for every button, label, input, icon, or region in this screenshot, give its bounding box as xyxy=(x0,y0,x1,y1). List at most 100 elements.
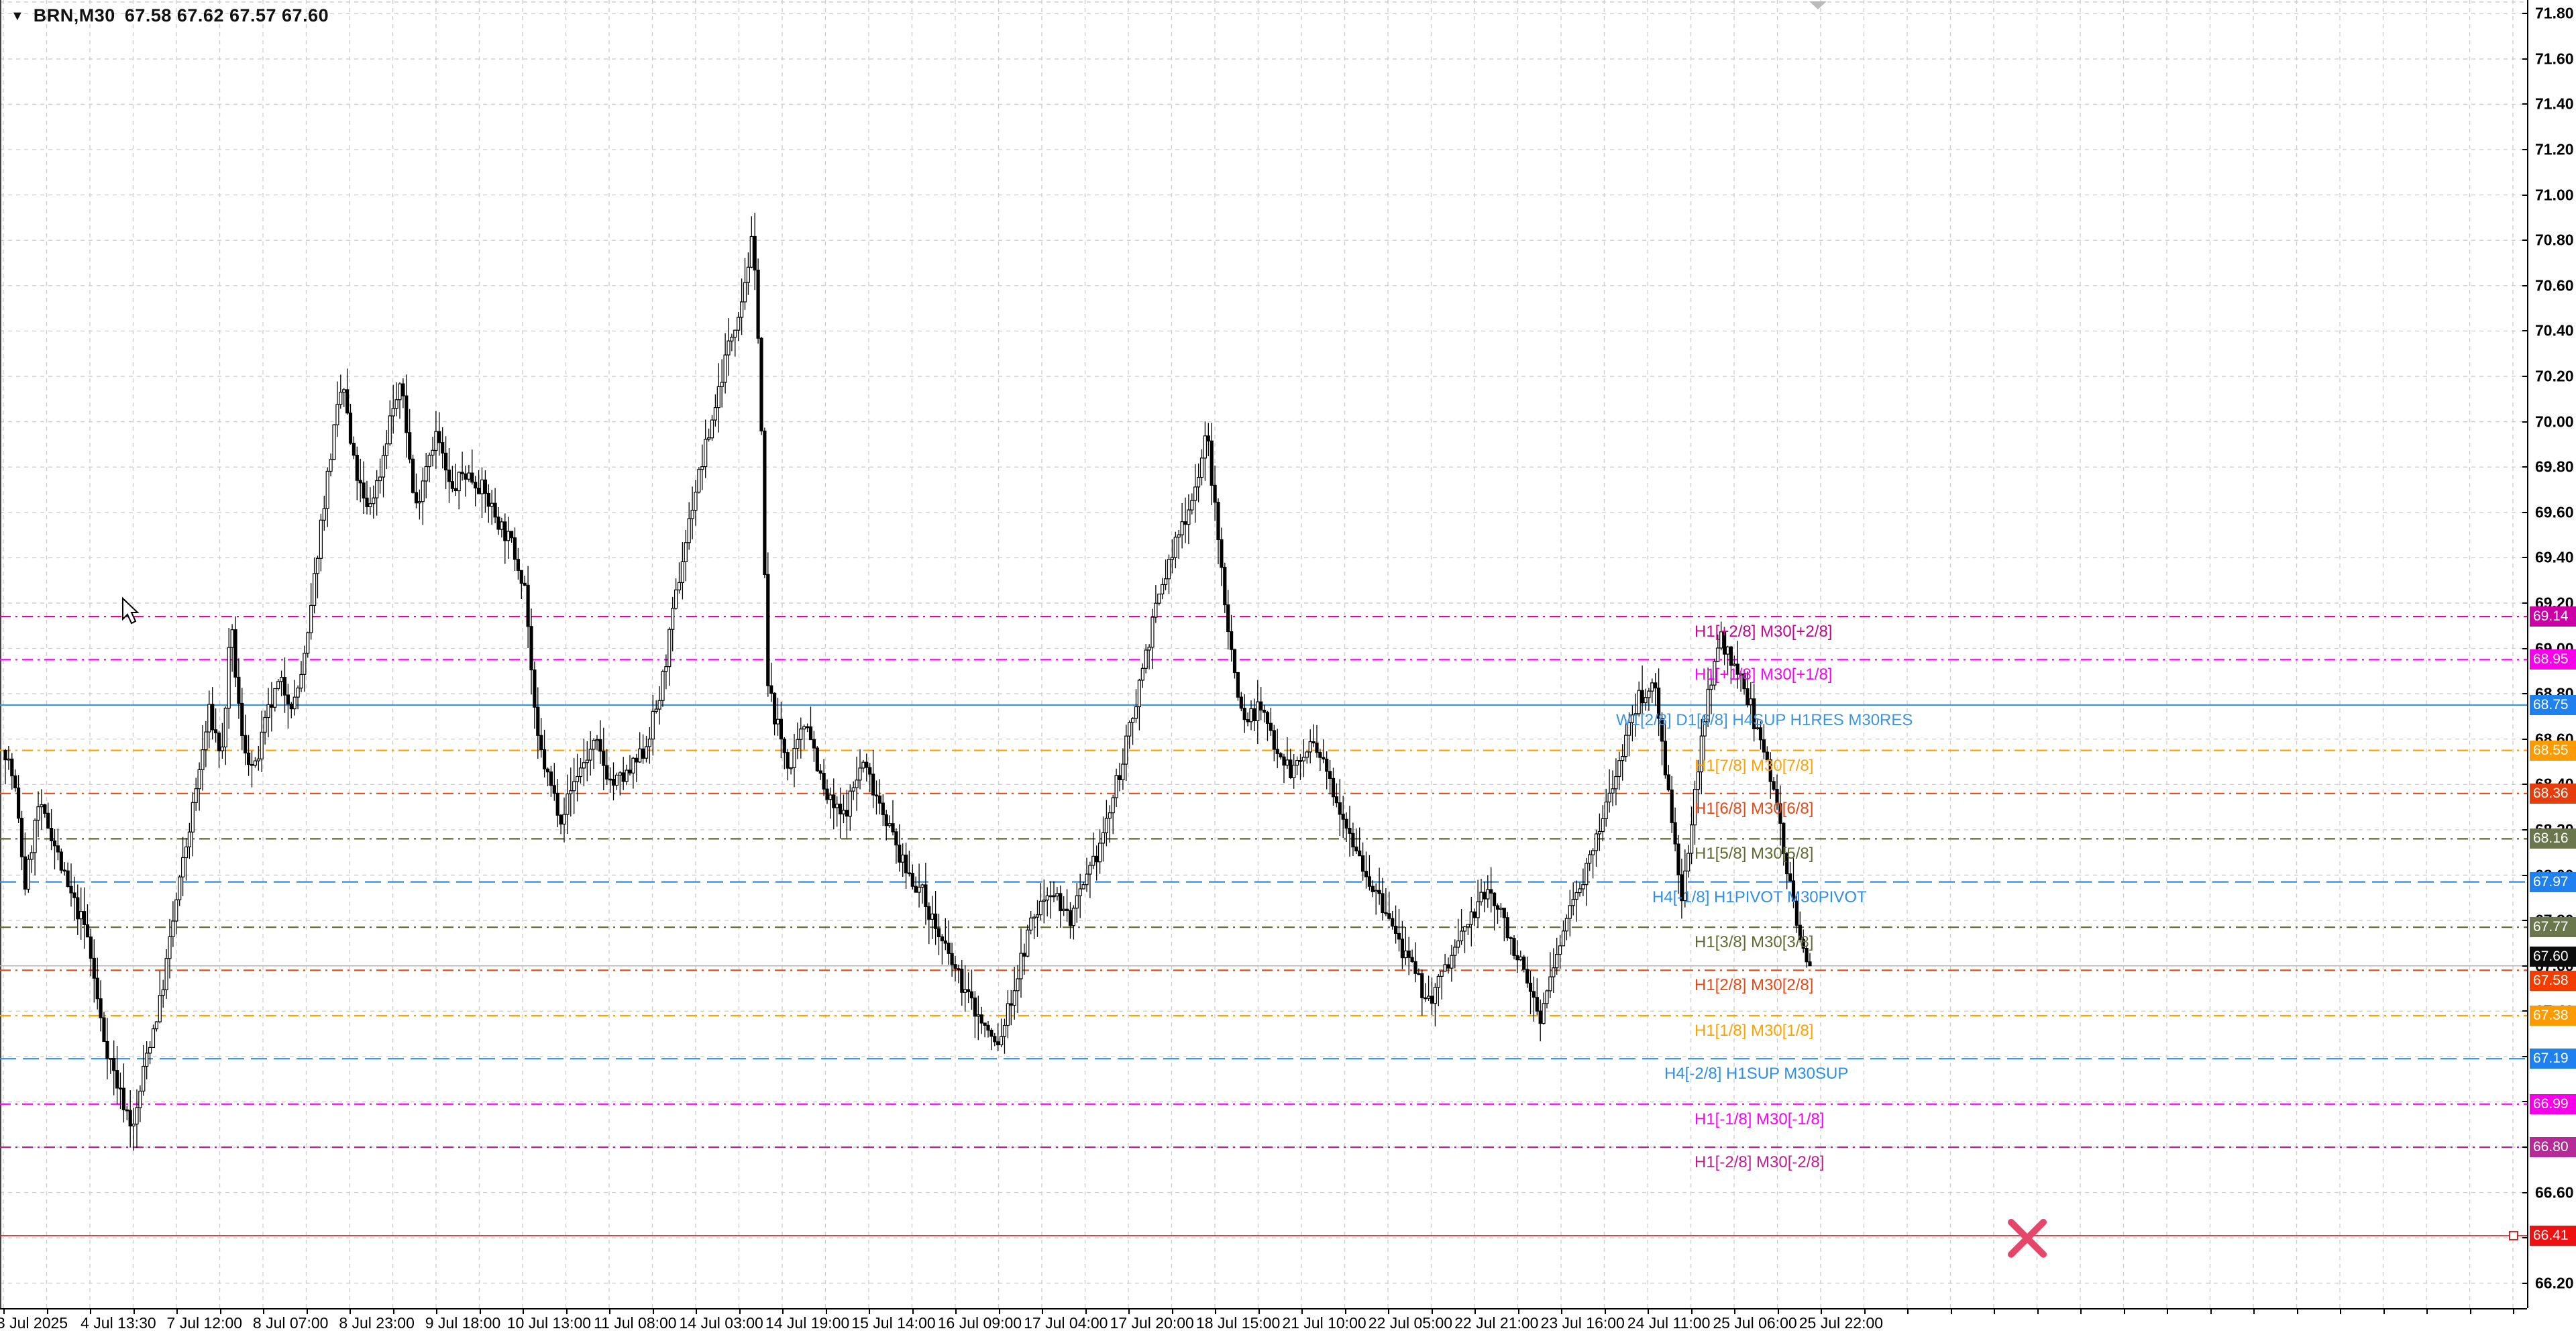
time-tick-mark xyxy=(176,1309,178,1314)
time-tick-mark xyxy=(392,1309,394,1314)
price-tick-mark xyxy=(2522,647,2528,649)
time-tick-mark xyxy=(1821,1309,1822,1314)
price-badge-h1-2-8: 67.58 xyxy=(2530,971,2576,992)
price-tick-label: 71.80 xyxy=(2535,4,2574,22)
price-tick-mark xyxy=(2522,1237,2528,1239)
time-axis-label: 24 Jul 11:00 xyxy=(1627,1314,1711,1332)
price-tick-mark xyxy=(2522,557,2528,559)
price-tick-label: 70.60 xyxy=(2535,276,2574,295)
time-axis-label: 22 Jul 21:00 xyxy=(1454,1314,1539,1332)
time-tick-mark xyxy=(1215,1309,1216,1314)
time-tick-mark xyxy=(2123,1309,2125,1314)
price-badge-h1-5-8: 68.16 xyxy=(2530,828,2576,849)
time-axis-label: 9 Jul 18:00 xyxy=(425,1314,501,1332)
level-label-h1-plus-2-8: H1[+2/8] M30[+2/8] xyxy=(1695,623,1833,641)
time-axis-label: 14 Jul 19:00 xyxy=(765,1314,850,1332)
price-tick-label: 70.40 xyxy=(2535,321,2574,339)
time-tick-mark xyxy=(1301,1309,1303,1314)
time-tick-mark xyxy=(1864,1309,1866,1314)
plot-area[interactable]: ▼ BRN,M30 67.58 67.62 67.57 67.60 H1[+2/… xyxy=(0,0,2527,1308)
hline-anchor-handle[interactable] xyxy=(2509,1230,2518,1240)
price-badge-h4-support: 67.19 xyxy=(2530,1049,2576,1069)
time-tick-mark xyxy=(1517,1309,1519,1314)
time-axis-label: 11 Jul 08:00 xyxy=(593,1314,677,1332)
time-tick-mark xyxy=(2296,1309,2298,1314)
price-tick-mark xyxy=(2522,376,2528,377)
price-tick-mark xyxy=(2522,466,2528,468)
time-tick-mark xyxy=(2080,1309,2082,1314)
time-tick-mark xyxy=(1085,1309,1087,1314)
time-axis-label: 7 Jul 12:00 xyxy=(166,1314,243,1332)
price-tick-mark xyxy=(2522,1282,2528,1284)
time-axis-label: 3 Jul 2025 xyxy=(0,1314,68,1332)
price-tick-mark xyxy=(2522,103,2528,105)
price-tick-mark xyxy=(2522,194,2528,196)
price-tick-mark xyxy=(2522,149,2528,151)
time-tick-mark xyxy=(1388,1309,1389,1314)
time-axis-label: 23 Jul 16:00 xyxy=(1540,1314,1625,1332)
level-label-h4-pivot: H4[-1/8] H1PIVOT M30PIVOT xyxy=(1652,888,1867,906)
time-tick-mark xyxy=(306,1309,308,1314)
price-badge-h1-3-8: 67.77 xyxy=(2530,917,2576,938)
time-tick-mark xyxy=(523,1309,524,1314)
time-tick-mark xyxy=(2253,1309,2255,1314)
time-tick-mark xyxy=(1777,1309,1779,1314)
time-tick-mark xyxy=(782,1309,784,1314)
chart-title-bar: ▼ BRN,M30 67.58 67.62 67.57 67.60 xyxy=(11,5,329,26)
time-tick-mark xyxy=(1344,1309,1346,1314)
level-label-h1-5-8: H1[5/8] M30[5/8] xyxy=(1695,845,1814,863)
time-axis-label: 10 Jul 13:00 xyxy=(506,1314,592,1332)
time-tick-mark xyxy=(1648,1309,1649,1314)
price-tick-mark xyxy=(2522,330,2528,332)
price-badge-h1-minus-1-8: 66.99 xyxy=(2530,1093,2576,1114)
price-tick-label: 71.60 xyxy=(2535,50,2574,68)
price-tick-mark xyxy=(2522,239,2528,242)
price-tick-mark xyxy=(2522,1101,2528,1103)
time-tick-mark xyxy=(1474,1309,1476,1314)
time-tick-mark xyxy=(1690,1309,1693,1314)
symbol-dropdown-icon[interactable]: ▼ xyxy=(11,8,24,23)
price-tick-label: 66.60 xyxy=(2535,1183,2574,1201)
cross-drawing-object[interactable] xyxy=(2008,1218,2047,1258)
time-axis[interactable]: 3 Jul 2025 4 Jul 13:30 7 Jul 12:00 8 Jul 07… xyxy=(0,1308,2576,1337)
time-tick-mark xyxy=(566,1309,568,1314)
time-axis-label: 14 Jul 03:00 xyxy=(679,1314,763,1332)
price-tick-label: 70.00 xyxy=(2535,413,2574,431)
price-tick-mark xyxy=(2522,511,2528,513)
price-badge-h1-minus-2-8: 66.80 xyxy=(2530,1137,2576,1158)
price-axis[interactable]: 71.80 71.60 71.40 71.20 71.00 70.80 70.60 70.40… xyxy=(2522,0,2576,1308)
time-tick-mark xyxy=(1171,1309,1173,1314)
time-tick-mark xyxy=(869,1309,870,1314)
candlestick-chart-canvas xyxy=(0,0,2527,1308)
time-tick-mark xyxy=(3,1309,5,1314)
price-tick-mark xyxy=(2522,13,2528,15)
price-tick-label: 70.80 xyxy=(2535,231,2574,249)
time-tick-mark xyxy=(955,1309,957,1314)
time-axis-label: 8 Jul 23:00 xyxy=(339,1314,415,1332)
time-tick-mark xyxy=(998,1309,1000,1314)
time-axis-label: 22 Jul 05:00 xyxy=(1368,1314,1453,1332)
axis-corner xyxy=(2527,1308,2576,1336)
level-label-h1-1-8: H1[1/8] M30[1/8] xyxy=(1695,1022,1814,1040)
price-tick-label: 69.80 xyxy=(2535,458,2574,476)
time-tick-mark xyxy=(479,1309,481,1314)
time-tick-mark xyxy=(2167,1309,2168,1314)
price-tick-mark xyxy=(2522,828,2528,831)
time-tick-mark xyxy=(2469,1309,2471,1314)
time-axis-label: 25 Jul 06:00 xyxy=(1713,1314,1797,1332)
time-tick-mark xyxy=(1258,1309,1260,1314)
time-tick-mark xyxy=(696,1309,697,1314)
level-label-h1-6-8: H1[6/8] M30[6/8] xyxy=(1695,799,1814,818)
price-tick-mark xyxy=(2522,874,2528,876)
time-axis-label: 17 Jul 20:00 xyxy=(1110,1314,1194,1332)
price-badge-h1-7-8: 68.55 xyxy=(2530,740,2576,761)
price-tick-label: 66.20 xyxy=(2535,1274,2574,1292)
level-label-h1-minus-1-8: H1[-1/8] M30[-1/8] xyxy=(1695,1110,1825,1128)
time-axis-label: 18 Jul 15:00 xyxy=(1195,1314,1281,1332)
time-tick-mark xyxy=(1042,1309,1043,1314)
price-tick-mark xyxy=(2522,284,2528,286)
time-axis-label: 25 Jul 22:00 xyxy=(1799,1314,1884,1332)
level-label-h4-support: H4[-2/8] H1SUP M30SUP xyxy=(1664,1065,1849,1083)
time-tick-mark xyxy=(912,1309,914,1314)
